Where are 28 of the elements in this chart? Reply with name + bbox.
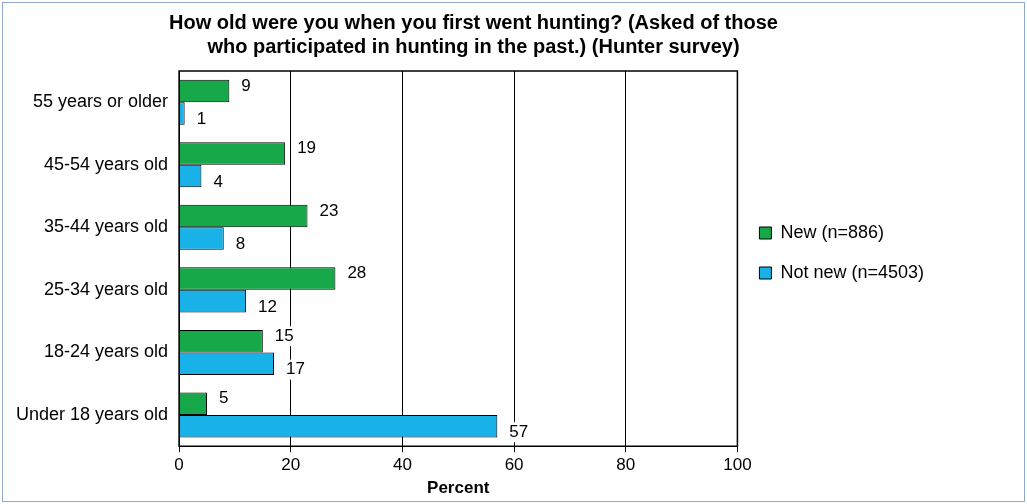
data-label: 9 (241, 75, 251, 95)
legend-label: Not new (n=4503) (780, 261, 925, 282)
x-axis-title: Percent (427, 478, 490, 498)
data-label: 28 (347, 263, 367, 283)
y-tick-label: 55 years or older (33, 91, 169, 112)
y-tick-label: Under 18 years old (15, 403, 169, 424)
x-tick-label: 40 (392, 455, 412, 475)
y-tick-label: 18-24 years old (44, 341, 169, 362)
data-label: 8 (235, 234, 246, 254)
data-label: 23 (319, 200, 339, 220)
data-label: 19 (297, 138, 317, 158)
x-tick-label: 0 (174, 455, 184, 475)
data-label: 57 (509, 421, 529, 441)
data-label: 12 (258, 296, 278, 316)
x-tick-label: 80 (616, 455, 636, 475)
data-label: 15 (274, 325, 294, 345)
data-label: 17 (286, 359, 305, 379)
data-label: 4 (213, 171, 223, 191)
y-tick-label: 25-34 years old (44, 278, 169, 299)
legend-label: New (n=886) (780, 221, 884, 242)
y-tick-label: 35-44 years old (44, 216, 169, 237)
data-label: 1 (196, 109, 207, 129)
x-tick-label: 100 (723, 455, 752, 475)
y-tick-label: 45-54 years old (44, 153, 169, 174)
x-tick-label: 60 (504, 455, 524, 475)
x-tick-label: 20 (281, 455, 301, 475)
data-label: 5 (219, 388, 229, 408)
chart-title: How old were you when you first went hunting? (Asked of those who participated in hunting in the past.) (Hunter survey) (169, 10, 778, 57)
